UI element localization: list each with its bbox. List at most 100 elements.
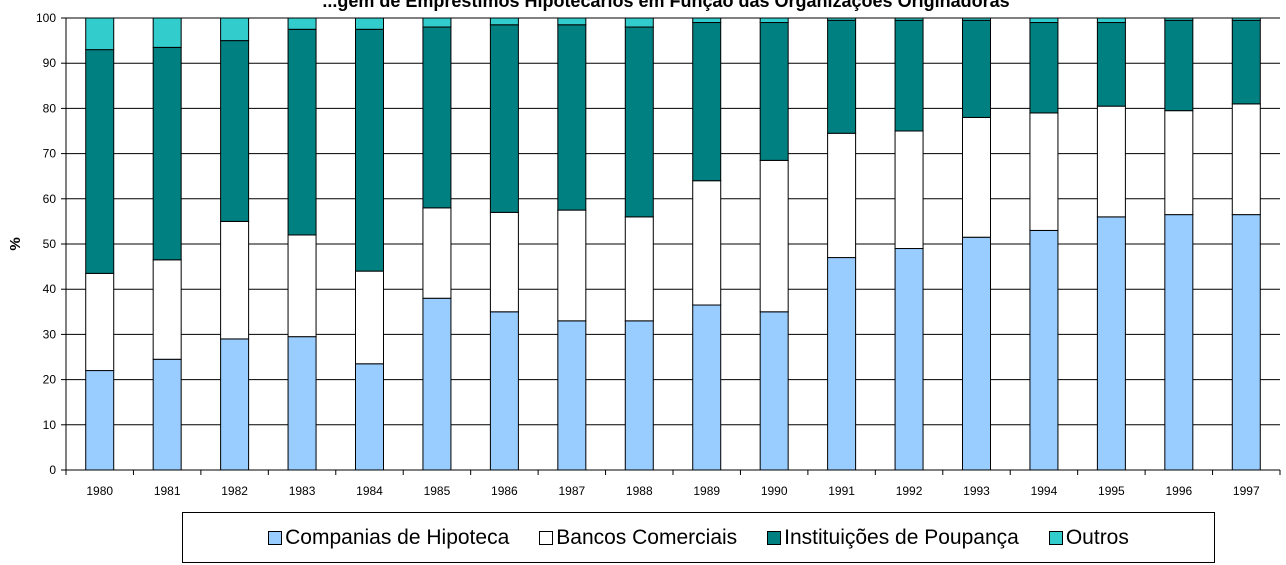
x-tick-label: 1984: [356, 484, 383, 498]
bar-segment-3: [422, 26, 452, 209]
bar-segment-2: [220, 220, 250, 340]
bar-segment-3: [624, 26, 654, 218]
bar-segment-3: [85, 49, 115, 274]
bar-segment-3: [220, 40, 250, 222]
y-tick-label: 10: [43, 418, 57, 432]
bar-segment-3: [1164, 19, 1194, 112]
x-tick-label: 1996: [1165, 484, 1192, 498]
bar-segment-4: [827, 17, 857, 21]
x-tick-label: 1994: [1031, 484, 1058, 498]
bar-segment-3: [355, 28, 384, 272]
chart-legend: Companias de Hipoteca Bancos Comerciais In…: [182, 512, 1215, 563]
x-tick-label: 1985: [424, 484, 451, 498]
y-tick-label: 90: [43, 56, 57, 70]
x-tick-label: 1988: [626, 484, 653, 498]
bar-segment-1: [489, 311, 519, 471]
x-tick-label: 1989: [693, 484, 720, 498]
y-tick-labels: 0 10 20 30 40 50 60 70 80 90 100: [36, 11, 56, 477]
bar-segment-1: [1029, 229, 1059, 471]
bar-segment-3: [1096, 22, 1126, 107]
y-tick-label: 80: [43, 101, 57, 115]
y-tick-label: 20: [43, 373, 57, 387]
x-tick-label: 1981: [154, 484, 181, 498]
x-tick-label: 1986: [491, 484, 518, 498]
bar-segment-3: [1029, 22, 1059, 114]
legend-swatch: [767, 530, 782, 545]
x-tick-label: 1993: [963, 484, 990, 498]
bar-segment-4: [557, 17, 587, 26]
x-tick-label: 1987: [558, 484, 585, 498]
bar-segment-2: [489, 211, 519, 313]
y-tick-label: 100: [36, 11, 56, 25]
bar-stacks: [85, 17, 1261, 471]
bar-segment-4: [962, 17, 991, 21]
bar-segment-2: [624, 216, 654, 322]
bar-segment-1: [557, 320, 587, 471]
bar-segment-1: [220, 338, 250, 471]
chart-title: ...gem de Empréstimos Hipotecários em Fu…: [322, 0, 1009, 11]
bar-segment-3: [962, 19, 991, 118]
legend-label: Companias de Hipoteca: [285, 525, 510, 549]
legend-label: Outros: [1065, 525, 1129, 549]
bar-segment-2: [1164, 110, 1194, 216]
legend-item: Companias de Hipoteca: [268, 526, 509, 550]
bar-segment-4: [489, 17, 519, 26]
legend-item: Outros: [1048, 525, 1129, 550]
bar-segment-1: [355, 363, 384, 471]
bar-segment-4: [355, 17, 384, 30]
x-tick-label: 1992: [896, 484, 923, 498]
gridlines: [66, 17, 1280, 426]
bar-segment-2: [759, 159, 789, 313]
bar-segment-1: [962, 236, 991, 471]
bar-segment-1: [1096, 216, 1126, 471]
y-tick-label: 30: [43, 327, 57, 341]
bar-segment-3: [489, 24, 519, 213]
bar-segment-4: [1231, 17, 1261, 21]
legend-label: Bancos Comerciais: [556, 525, 738, 549]
bar-segment-3: [557, 24, 587, 211]
y-tick-label: 70: [43, 147, 57, 161]
bar-segment-2: [1231, 103, 1261, 216]
bar-segment-2: [894, 130, 924, 250]
x-tick-label: 1991: [828, 484, 855, 498]
bar-segment-2: [85, 272, 115, 372]
bar-segment-4: [894, 17, 924, 21]
bar-segment-4: [422, 17, 452, 28]
legend-label: Instituições de Poupança: [784, 525, 1019, 549]
legend-swatch: [1048, 530, 1063, 545]
legend-swatch: [539, 530, 554, 545]
bar-segment-4: [220, 17, 250, 42]
bar-segment-4: [759, 17, 789, 24]
bar-segment-2: [1029, 112, 1059, 231]
x-tick-label: 1982: [221, 484, 248, 498]
bar-segment-4: [85, 17, 115, 51]
x-tick-label: 1997: [1233, 484, 1260, 498]
bar-segment-3: [287, 28, 317, 236]
bar-segment-1: [152, 358, 182, 471]
legend-item: Instituições de Poupança: [767, 526, 1019, 550]
bar-segment-4: [624, 17, 654, 28]
bar-segment-1: [1164, 214, 1194, 471]
bar-segment-4: [692, 17, 722, 24]
bar-segment-3: [692, 22, 722, 182]
bar-segment-2: [152, 259, 182, 360]
y-axis-label: %: [7, 237, 24, 250]
bar-segment-2: [355, 270, 384, 365]
x-tick-label: 1995: [1098, 484, 1125, 498]
axes: [61, 17, 1281, 475]
x-tick-labels: 1980 1981 1982 1983 1984 1985 1986 1987 1988 1989…: [86, 484, 1260, 498]
bar-segment-4: [287, 17, 317, 30]
bar-segment-3: [827, 19, 857, 134]
bar-segment-2: [422, 207, 452, 299]
bar-segment-3: [152, 46, 182, 261]
bar-segment-1: [827, 257, 857, 471]
bar-segment-1: [692, 304, 722, 471]
legend-item: Bancos Comerciais: [539, 526, 737, 550]
x-tick-label: 1990: [761, 484, 788, 498]
y-tick-label: 0: [49, 463, 56, 477]
bar-segment-4: [152, 17, 182, 48]
bar-segment-2: [1096, 105, 1126, 218]
bar-segment-1: [894, 248, 924, 471]
bar-segment-1: [759, 311, 789, 471]
bar-segment-4: [1029, 17, 1059, 24]
